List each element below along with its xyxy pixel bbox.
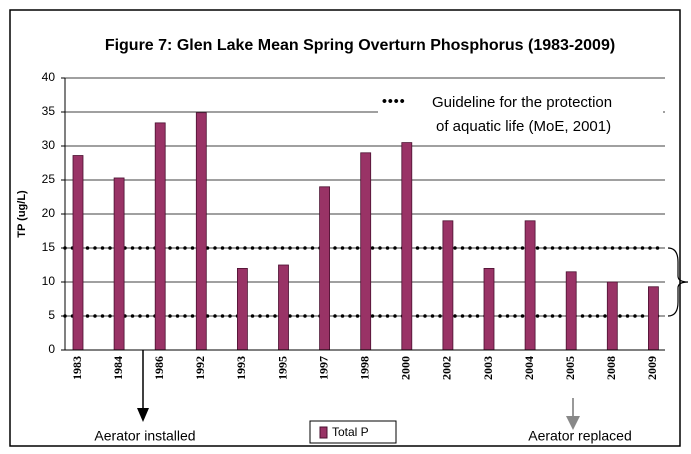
y-axis-label: TP (ug/L) xyxy=(16,190,28,238)
x-tick-label: 1984 xyxy=(111,356,125,380)
brace xyxy=(667,247,689,317)
annotation: Aerator installed xyxy=(94,428,195,444)
legend-swatch xyxy=(319,426,328,439)
legend-label: Total P xyxy=(332,425,369,439)
chart-title: Figure 7: Glen Lake Mean Spring Overturn… xyxy=(105,37,615,54)
arrowhead-replaced xyxy=(566,416,580,430)
y-tick-label: 35 xyxy=(42,104,56,118)
guideline-dots: •••• xyxy=(382,93,406,109)
bar xyxy=(483,267,495,351)
y-tick-label: 5 xyxy=(48,308,55,322)
y-tick-label: 25 xyxy=(42,172,56,186)
guideline-label: Guideline for the protection xyxy=(432,94,612,111)
x-tick-label: 2002 xyxy=(440,356,454,380)
arrowhead-installed xyxy=(137,408,149,422)
x-tick-label: 1997 xyxy=(316,356,330,380)
bar xyxy=(565,271,577,351)
x-tick-label: 2005 xyxy=(563,356,577,380)
bar xyxy=(606,281,618,351)
bar xyxy=(113,177,125,351)
bar xyxy=(648,286,659,351)
bar xyxy=(524,220,536,351)
bar xyxy=(154,122,166,351)
bar xyxy=(236,267,248,351)
x-tick-label: 2000 xyxy=(399,356,413,380)
x-tick-label: 1995 xyxy=(275,356,289,380)
x-tick-label: 2008 xyxy=(604,356,618,380)
x-tick-label: 1992 xyxy=(193,356,207,380)
bar xyxy=(401,142,413,351)
x-tick-label: 1998 xyxy=(357,356,371,380)
bar xyxy=(319,186,331,351)
x-tick-label: 2009 xyxy=(645,356,659,380)
annotation: Aerator replaced xyxy=(528,428,632,444)
bar xyxy=(195,112,207,351)
guideline-label-bg xyxy=(378,90,663,140)
bar xyxy=(442,220,454,351)
y-tick-label: 10 xyxy=(42,274,56,288)
guideline-label: of aquatic life (MoE, 2001) xyxy=(436,118,611,135)
bar xyxy=(278,264,289,351)
bar xyxy=(360,152,372,351)
y-tick-label: 20 xyxy=(42,206,56,220)
x-tick-label: 1983 xyxy=(70,356,84,380)
x-tick-label: 2003 xyxy=(481,356,495,380)
y-tick-label: 30 xyxy=(42,138,56,152)
x-tick-label: 1986 xyxy=(152,356,166,380)
x-tick-label: 2004 xyxy=(522,356,536,380)
x-tick-label: 1993 xyxy=(234,356,248,380)
y-tick-label: 15 xyxy=(42,240,56,254)
bar xyxy=(72,155,84,351)
y-tick-label: 0 xyxy=(48,342,55,356)
y-tick-label: 40 xyxy=(42,70,56,84)
legend-box xyxy=(309,420,397,444)
